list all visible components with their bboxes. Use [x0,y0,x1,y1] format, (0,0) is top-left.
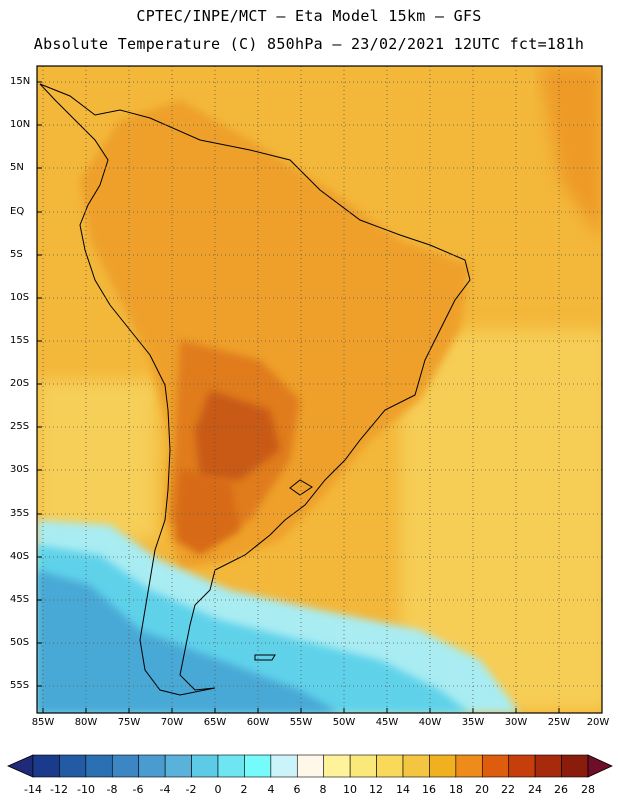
lon-label: 30W [504,717,528,728]
lat-label: EQ [10,206,25,217]
colorbar-tick-label: -12 [50,783,68,796]
lon-label: 35W [461,717,485,728]
lon-label: 65W [203,717,227,728]
colorbar-tick-label: -6 [132,783,144,796]
colorbar-tick-label: -4 [159,783,171,796]
colorbar-tick-label: 10 [343,783,357,796]
colorbar-swatch [244,754,272,778]
temperature-field [37,66,602,713]
lat-label: 45S [10,594,30,605]
colorbar-swatch [561,754,589,778]
colorbar-swatch [138,754,166,778]
lat-label: 50S [10,637,30,648]
lat-label: 15N [10,76,31,87]
colorbar-tick-label: 12 [369,783,383,796]
lat-label: 10S [10,292,30,303]
colorbar-swatch [534,754,562,778]
colorbar-tick-label: 28 [581,783,595,796]
lagoa-dos-patos [289,479,313,496]
axis-ticks [37,81,560,713]
colorbar-swatch [270,754,298,778]
colorbar-swatch [164,754,192,778]
lon-label: 20W [586,717,610,728]
lon-label: 85W [31,717,55,728]
colorbar-tick-label: 16 [422,783,436,796]
colorbar [7,754,613,778]
colorbar-swatch [32,754,60,778]
colorbar-swatch [191,754,219,778]
lat-label: 30S [10,464,30,475]
lon-label: 60W [246,717,270,728]
colorbar-tick-label: 6 [293,783,301,796]
colorbar-tick-label: 2 [240,783,248,796]
colorbar-swatch [429,754,457,778]
colorbar-swatch [296,754,325,778]
colorbar-swatch [349,754,377,778]
lat-label: 10N [10,119,31,130]
colorbar-min-arrow [7,754,34,778]
colorbar-tick-label: 20 [475,783,489,796]
lat-label: 40S [10,551,30,562]
colorbar-swatch [376,754,404,778]
lat-label: 20S [10,378,30,389]
colorbar-swatch [323,754,351,778]
falkland-islands [254,654,276,661]
south-pacific-warm-field [37,380,157,540]
colorbar-tick-label: 0 [214,783,222,796]
colorbar-tick-label: -8 [106,783,118,796]
lon-label: 80W [74,717,98,728]
colorbar-swatch [59,754,87,778]
chart-subtitle: Absolute Temperature (C) 850hPa – 23/02/… [33,35,585,53]
colorbar-tick-label: 24 [528,783,542,796]
colorbar-tick-label: 14 [396,783,410,796]
caribbean-hot-field [540,66,602,240]
lat-label: 35S [10,508,30,519]
colorbar-tick-label: 18 [449,783,463,796]
lat-label: 5N [10,162,24,173]
paraguay-max-field [195,390,280,480]
map-frame [36,65,603,714]
lon-label: 40W [418,717,442,728]
colorbar-tick-label: 22 [501,783,515,796]
lon-label: 50W [332,717,356,728]
colorbar-swatch [111,754,140,778]
pampas-hot-field [175,470,240,555]
colorbar-tick-label: -10 [77,783,95,796]
colorbar-tick-label: -14 [24,783,42,796]
lon-label: 25W [547,717,571,728]
lon-label: 45W [375,717,399,728]
lat-label: 55S [10,680,30,691]
lon-label: 55W [289,717,313,728]
colorbar-swatch [85,754,113,778]
colorbar-tick-label: -2 [185,783,197,796]
colorbar-swatch [217,754,245,778]
colorbar-swatch [402,754,430,778]
lon-label: 70W [160,717,184,728]
colorbar-swatch [508,754,536,778]
chart-title: CPTEC/INPE/MCT – Eta Model 15km – GFS [136,7,482,25]
colorbar-tick-label: 8 [319,783,327,796]
colorbar-tick-label: 4 [267,783,275,796]
colorbar-swatch [455,754,483,778]
southern-coldest-field [37,570,340,713]
colorbar-tick-label: 26 [554,783,568,796]
lat-label: 5S [10,249,23,260]
lat-label: 25S [10,421,30,432]
colorbar-max-arrow [587,754,613,778]
lat-label: 15S [10,335,30,346]
lon-label: 75W [117,717,141,728]
colorbar-swatch [481,754,510,778]
